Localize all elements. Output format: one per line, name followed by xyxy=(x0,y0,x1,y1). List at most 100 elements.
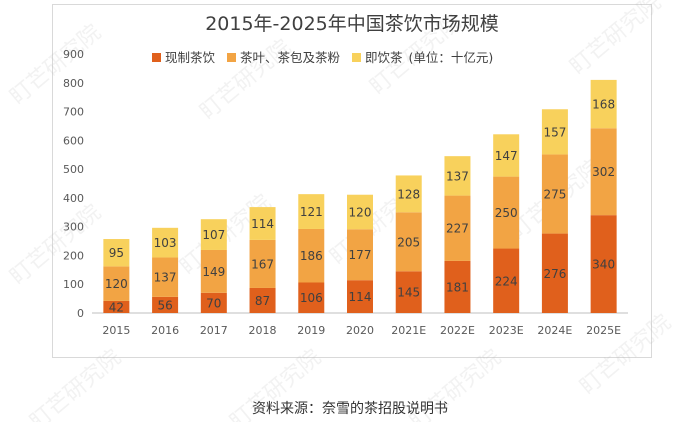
y-tick-label: 500 xyxy=(63,163,84,176)
y-tick-label: 300 xyxy=(63,221,84,234)
x-tick-label: 2024E xyxy=(537,324,572,337)
bar-segment xyxy=(395,212,422,272)
bar-segment xyxy=(298,228,325,283)
source-caption: 资料来源：奈雪的茶招股说明书 xyxy=(252,401,448,417)
legend-swatch xyxy=(152,53,161,62)
y-tick-label: 700 xyxy=(63,106,84,119)
bar-segment xyxy=(493,134,520,177)
data-label: 120 xyxy=(349,205,372,219)
data-label: 70 xyxy=(206,296,221,310)
bar-segment xyxy=(298,282,325,313)
data-label: 103 xyxy=(154,236,177,250)
bar-segment xyxy=(590,128,617,216)
data-label: 95 xyxy=(109,246,124,260)
bar-segment xyxy=(347,229,373,281)
bar-segment xyxy=(347,280,373,313)
bar-segment xyxy=(152,227,179,258)
bar-segment xyxy=(103,300,130,313)
bars: 42 120 95 56 137 103 70 149 107 87 167 114 106 186 121… xyxy=(103,79,617,314)
bar-segment xyxy=(444,156,471,196)
bar-segment xyxy=(444,195,471,261)
bar-segment xyxy=(395,271,422,313)
legend-swatch xyxy=(227,53,236,62)
bar-segment xyxy=(103,239,130,267)
data-label: 168 xyxy=(592,98,615,112)
watermark-text: 盯芒研究院 xyxy=(566,0,666,80)
bar-segment xyxy=(590,215,617,313)
data-label: 181 xyxy=(446,280,469,294)
bar-segment xyxy=(590,79,617,129)
bar-segment xyxy=(493,176,520,249)
watermark-text: 盯芒研究院 xyxy=(6,200,106,290)
data-label: 87 xyxy=(255,294,270,308)
data-label: 147 xyxy=(495,149,518,163)
bar-segment xyxy=(200,292,227,313)
y-tick-label: 400 xyxy=(63,192,84,205)
data-label: 149 xyxy=(202,265,225,279)
legend-label: 现制茶饮 xyxy=(165,50,216,65)
chart-title: 2015年-2025年中国茶饮市场规模 xyxy=(205,13,499,35)
data-label: 137 xyxy=(154,271,177,285)
bar-segment xyxy=(152,257,179,297)
data-label: 340 xyxy=(592,258,615,272)
x-tick-label: 2021E xyxy=(391,324,426,337)
bar-segment xyxy=(444,260,471,313)
data-label: 167 xyxy=(251,257,274,271)
legend-unit-note: (单位：十亿元) xyxy=(409,50,494,65)
bar-segment xyxy=(249,207,276,240)
bar-segment xyxy=(200,219,227,250)
bar-segment xyxy=(395,175,422,213)
x-tick-label: 2016 xyxy=(151,324,179,337)
y-tick-label: 100 xyxy=(63,278,84,291)
data-label: 114 xyxy=(349,290,372,304)
data-label: 121 xyxy=(300,205,323,219)
x-tick-label: 2022E xyxy=(440,324,475,337)
x-axis: 2015 2016 2017 2018 2019 2020 2021E 2022E 2023E 2… xyxy=(102,324,621,337)
bar-segment xyxy=(541,233,568,313)
x-tick-label: 2019 xyxy=(297,324,325,337)
bar-segment xyxy=(347,194,373,230)
y-tick-label: 800 xyxy=(63,77,84,90)
bar-segment xyxy=(200,249,227,293)
data-label: 227 xyxy=(446,222,469,236)
data-label: 275 xyxy=(543,188,566,202)
data-label: 157 xyxy=(543,125,566,139)
data-label: 186 xyxy=(300,249,323,263)
x-tick-label: 2017 xyxy=(200,324,228,337)
data-label: 137 xyxy=(446,169,469,183)
bar-segment xyxy=(152,296,179,313)
legend: 现制茶饮 茶叶、茶包及茶粉 即饮茶 (单位：十亿元) xyxy=(152,50,493,65)
legend-label: 茶叶、茶包及茶粉 xyxy=(240,50,341,65)
x-tick-label: 2015 xyxy=(102,324,130,337)
legend-label: 即饮茶 xyxy=(365,50,403,65)
x-tick-label: 2018 xyxy=(249,324,277,337)
x-tick-label: 2025E xyxy=(586,324,621,337)
data-label: 106 xyxy=(300,291,323,305)
y-tick-label: 900 xyxy=(63,48,84,61)
bar-segment xyxy=(541,154,568,234)
x-tick-label: 2023E xyxy=(489,324,524,337)
data-label: 276 xyxy=(543,267,566,281)
bar-segment xyxy=(541,109,568,155)
y-tick-label: 200 xyxy=(63,249,84,262)
data-label: 145 xyxy=(397,286,420,300)
data-label: 42 xyxy=(109,300,124,314)
data-label: 302 xyxy=(592,165,615,179)
data-label: 205 xyxy=(397,235,420,249)
y-axis: 0 100 200 300 400 500 600 700 800 900 xyxy=(63,48,628,320)
data-label: 224 xyxy=(495,274,518,288)
data-label: 107 xyxy=(202,228,225,242)
x-tick-label: 2020 xyxy=(346,324,374,337)
watermark-text: 盯芒研究院 xyxy=(196,35,296,125)
data-label: 120 xyxy=(105,277,128,291)
y-tick-label: 600 xyxy=(63,134,84,147)
data-label: 128 xyxy=(397,187,420,201)
bar-segment xyxy=(103,266,130,301)
bar-segment xyxy=(298,194,325,229)
data-label: 177 xyxy=(349,248,372,262)
bar-segment xyxy=(493,248,520,313)
data-label: 114 xyxy=(251,217,274,231)
y-tick-label: 0 xyxy=(77,307,84,320)
